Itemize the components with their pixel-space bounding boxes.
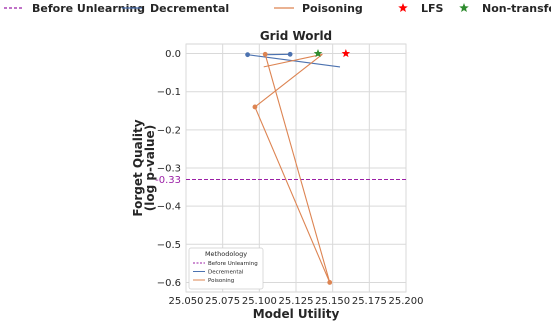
inner-legend-label: Decremental: [208, 270, 244, 276]
y-tick-label: 0.0: [165, 49, 181, 60]
inner-legend-title: Methodology: [205, 250, 247, 258]
y-tick-label: −0.6: [157, 278, 181, 289]
legend-star-icon: [398, 3, 408, 13]
reference-value-label: -0.33: [155, 175, 181, 186]
poisoning-point: [327, 280, 333, 285]
top-legend-label: Poisoning: [302, 2, 363, 15]
x-tick-label: 25.075: [205, 296, 240, 307]
y-tick-label: −0.1: [157, 87, 181, 98]
poisoning-point: [252, 104, 258, 110]
legend-star-icon: [459, 3, 469, 13]
poisoning-segment: [264, 54, 331, 283]
x-tick-label: 25.200: [389, 296, 424, 307]
y-axis-label: Forget Quality(log p-value): [131, 119, 157, 216]
poisoning-segment: [263, 53, 323, 68]
inner-legend-label: Poisoning: [208, 278, 234, 284]
top-legend-label: Decremental: [150, 2, 229, 15]
non-transfer-lfs-star: [313, 49, 323, 58]
lfs-star: [341, 49, 351, 58]
x-tick-label: 25.175: [352, 296, 387, 307]
decremental-point: [287, 51, 293, 57]
y-tick-label: −0.2: [157, 125, 181, 136]
poisoning-segment: [254, 53, 323, 108]
top-legend-label: Non-transfer LFS: [482, 2, 551, 15]
top-legend-label: LFS: [421, 2, 444, 15]
top-legend-item-decremental: Decremental: [122, 2, 229, 15]
x-tick-label: 25.050: [169, 296, 204, 307]
top-legend-item-before-unlearning: Before Unlearning: [4, 2, 145, 15]
chart-title: Grid World: [260, 29, 332, 43]
top-legend-item-lfs: LFS: [398, 2, 444, 15]
y-tick-label: −0.4: [157, 202, 181, 213]
x-tick-label: 25.150: [315, 296, 350, 307]
x-tick-label: 25.100: [242, 296, 277, 307]
poisoning-segment: [254, 106, 331, 283]
top-legend-label: Before Unlearning: [32, 2, 145, 15]
inner-legend: Methodology Before Unlearning Decremental P…: [188, 247, 264, 290]
top-legend-item-non-transfer-lfs: Non-transfer LFS: [459, 2, 551, 15]
top-legend-item-poisoning: Poisoning: [274, 2, 363, 15]
top-legend: Before Unlearning Decremental Poisoning LFS…: [4, 2, 551, 15]
x-axis-label: Model Utility: [253, 307, 340, 321]
y-tick-label: −0.3: [157, 164, 181, 175]
plot-area: 25.050 25.075 25.100 25.125 25.150 25.175 25.2…: [131, 43, 424, 321]
inner-legend-label: Before Unlearning: [208, 261, 258, 267]
poisoning-point: [262, 51, 268, 57]
x-tick-label: 25.125: [279, 296, 314, 307]
decremental-point: [245, 52, 251, 58]
inner-legend-box: [188, 247, 264, 290]
y-tick-label: −0.5: [157, 240, 181, 251]
